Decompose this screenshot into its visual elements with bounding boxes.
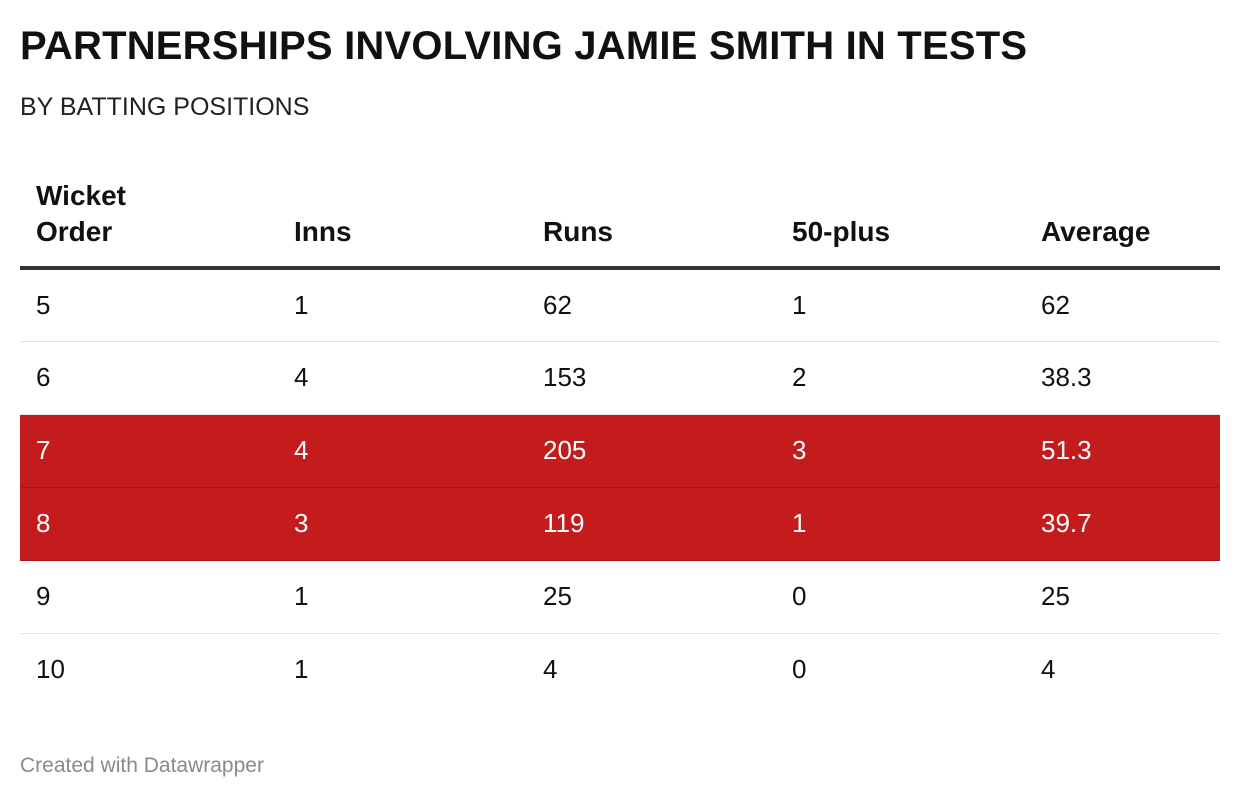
column-header-runs: Runs xyxy=(527,172,776,270)
table-row: 9 1 25 0 25 xyxy=(20,560,1220,634)
cell-average: 25 xyxy=(1025,560,1220,634)
table-body: 5 1 62 1 62 6 4 153 2 38.3 7 4 205 3 51.3 8 3 119 1 39.7 9 1 2… xyxy=(20,268,1220,706)
table-row: 10 1 4 0 4 xyxy=(20,633,1220,706)
table-row: 7 4 205 3 51.3 xyxy=(20,414,1220,488)
cell-inns: 1 xyxy=(278,560,527,634)
table-header-row: Wicket Order Inns Runs 50-plus Average xyxy=(20,172,1220,270)
partnerships-table: Wicket Order Inns Runs 50-plus Average 5… xyxy=(20,172,1220,706)
cell-fifty-plus: 0 xyxy=(792,654,807,685)
cell-inns: 4 xyxy=(278,414,527,488)
column-header-wicket-order: Wicket Order xyxy=(20,172,278,270)
column-header-wicket-order-label: Wicket Order xyxy=(36,180,127,247)
cell-wicket-order: 7 xyxy=(20,414,278,488)
table-row: 5 1 62 1 62 xyxy=(20,268,1220,342)
cell-fifty-plus: 1 xyxy=(776,268,1025,342)
cell-inns: 4 xyxy=(278,341,527,415)
cell-wicket-order: 10 xyxy=(36,654,65,685)
chart-title: PARTNERSHIPS INVOLVING JAMIE SMITH IN TE… xyxy=(20,24,1028,68)
cell-fifty-plus: 2 xyxy=(776,341,1025,415)
table-row: 6 4 153 2 38.3 xyxy=(20,341,1220,415)
table-header: Wicket Order Inns Runs 50-plus Average xyxy=(20,172,1220,270)
cell-runs: 4 xyxy=(543,654,558,685)
cell-fifty-plus: 3 xyxy=(776,414,1025,488)
cell-runs: 119 xyxy=(527,487,776,561)
cell-inns: 1 xyxy=(278,268,527,342)
cell-average: 62 xyxy=(1025,268,1220,342)
table-row: 8 3 119 1 39.7 xyxy=(20,487,1220,561)
cell-wicket-order: 5 xyxy=(20,268,278,342)
cell-inns: 1 xyxy=(294,654,309,685)
cell-runs: 205 xyxy=(527,414,776,488)
column-header-inns: Inns xyxy=(278,172,527,270)
cell-average: 4 xyxy=(1041,654,1056,685)
cell-runs: 62 xyxy=(527,268,776,342)
cell-wicket-order: 8 xyxy=(20,487,278,561)
cell-average: 38.3 xyxy=(1025,341,1220,415)
partnerships-table-container: Wicket Order Inns Runs 50-plus Average 5… xyxy=(20,172,1220,706)
cell-average: 39.7 xyxy=(1025,487,1220,561)
cell-runs: 25 xyxy=(527,560,776,634)
cell-wicket-order: 9 xyxy=(20,560,278,634)
cell-fifty-plus: 1 xyxy=(776,487,1025,561)
cell-wicket-order: 6 xyxy=(20,341,278,415)
datawrapper-credit: Created with Datawrapper xyxy=(20,754,264,777)
chart-subtitle: BY BATTING POSITIONS xyxy=(20,93,310,121)
cell-runs: 153 xyxy=(527,341,776,415)
cell-fifty-plus: 0 xyxy=(776,560,1025,634)
cell-inns: 3 xyxy=(278,487,527,561)
column-header-fifty-plus: 50-plus xyxy=(776,172,1025,270)
cell-average: 51.3 xyxy=(1025,414,1220,488)
column-header-average: Average xyxy=(1025,172,1220,270)
